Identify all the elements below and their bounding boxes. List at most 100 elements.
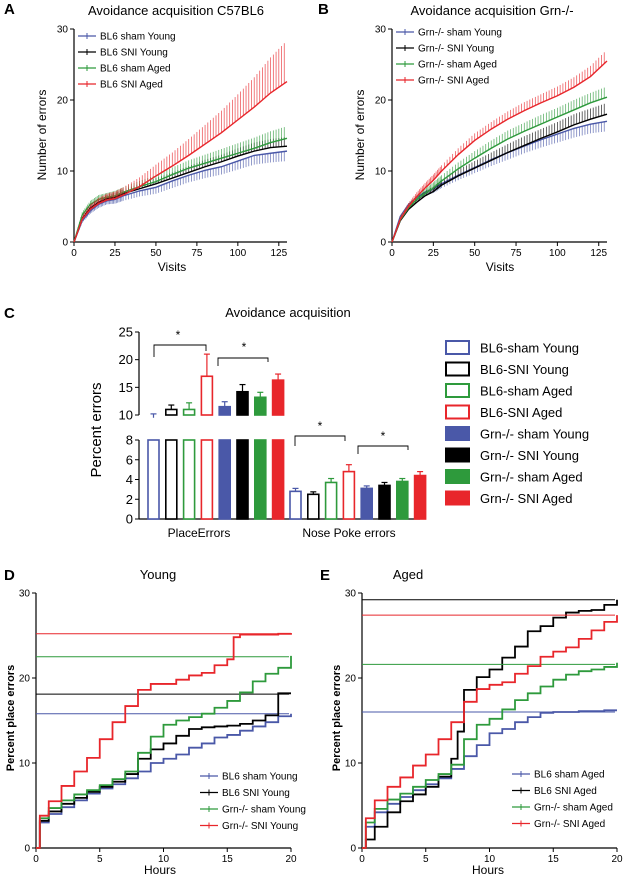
legend-label-bl6-sni-young: BL6-SNI Young: [480, 362, 569, 377]
panel-d-title: Young: [140, 567, 176, 582]
panel-e-xtick-label: 20: [611, 854, 623, 865]
panel-c-ytick-label: 20: [119, 352, 133, 367]
legend-label-bl6-sni-aged: BL6-SNI Aged: [480, 405, 562, 420]
panel-c-bar-bl6-sni-young-1: [306, 493, 320, 520]
legend-label-bl6-sham-young: BL6 sham Young: [222, 772, 298, 783]
panel-c-bar-bl6-sham-aged-1: [324, 481, 338, 520]
legend-swatch-grn-sham-young: [445, 426, 470, 441]
panel-b-xtick-label: 100: [549, 248, 566, 259]
panel-c-title: Avoidance acquisition: [225, 305, 351, 320]
panel-c-bar-grn-sni-young-0-lower: [236, 439, 249, 520]
panel-d-plot: [36, 632, 292, 849]
panel-c-bar-bl6-sham-aged-0-lower: [182, 439, 196, 520]
legend-label-grn-sni-young: Grn-/- SNI Young: [222, 821, 298, 832]
panel-e-letter: E: [320, 567, 330, 584]
panel-c-group-1-label: Nose Poke errors: [302, 526, 395, 540]
panel-e: E Aged Hours Percent place errors 0 5 10 15…: [320, 567, 623, 877]
panel-a-xtick-label: 75: [191, 248, 203, 259]
legend-label-grn-sni-aged: Grn-/- SNI Aged: [480, 491, 572, 506]
panel-c-bar-bl6-sham-young-1: [289, 490, 302, 520]
panel-b-series-grn-sham-aged-line: [391, 96, 608, 243]
panel-e-ytick-label: 10: [345, 759, 357, 770]
panel-b-axes: 0 25 50 75 100 125 0 10 20 30: [375, 25, 608, 260]
panel-d-xtick-label: 5: [97, 854, 103, 865]
panel-a-ytick-label: 0: [62, 238, 68, 249]
panel-c-sig-bracket: [217, 357, 269, 366]
panel-d-series-grn-sham-young-line: [36, 655, 292, 849]
panel-b-letter: B: [318, 1, 329, 18]
panel-d-series-grn-sni-young-line: [36, 632, 292, 849]
panel-d-xtick-label: 15: [222, 854, 234, 865]
panel-c-sig-bracket: [294, 435, 346, 446]
panel-a-letter: A: [4, 1, 15, 18]
panel-a-ylabel: Number of errors: [35, 90, 49, 181]
panel-c-ytick-label: 8: [126, 433, 133, 448]
panel-b-xtick-label: 125: [590, 248, 607, 259]
panel-a-xtick-label: 25: [109, 248, 121, 259]
legend-label-grn-sham-aged: Grn-/- sham Aged: [418, 60, 497, 71]
panel-a-series-bl6-sni-aged-line: [73, 80, 288, 243]
panel-c-bar-grn-sham-aged-0-upper: [254, 396, 267, 416]
legend-label-grn-sni-aged: Grn-/- SNI Aged: [534, 819, 605, 830]
panel-c-ytick-label: 0: [126, 512, 133, 527]
panel-e-xtick-label: 10: [484, 854, 496, 865]
panel-e-plot: [362, 599, 618, 849]
panel-d-xtick-label: 0: [33, 854, 39, 865]
panel-c-bar-bl6-sni-aged-0-upper: [200, 375, 214, 416]
panel-d-ytick-label: 10: [19, 759, 31, 770]
panel-c: C Avoidance acquisition Percent errors P…: [4, 305, 589, 540]
panel-b-xtick-label: 75: [510, 248, 522, 259]
panel-d-axes: 0 5 10 15 20 0 10 20 30: [19, 589, 297, 866]
legend-label-grn-sham-young: Grn-/- sham Young: [418, 28, 502, 39]
legend-label-bl6-sham-young: BL6-sham Young: [480, 341, 579, 356]
panel-a-title: Avoidance acquisition C57BL6: [88, 3, 264, 18]
panel-d-ylabel: Percent place errors: [5, 665, 17, 771]
panel-b-ylabel: Number of errors: [353, 90, 367, 181]
legend-label-bl6-sni-aged: BL6 SNI Aged: [100, 80, 163, 91]
panel-a-xtick-label: 0: [71, 248, 77, 259]
panel-c-ytick-label: 15: [119, 380, 133, 395]
panel-d-letter: D: [4, 567, 15, 584]
panel-a-xlabel: Visits: [158, 260, 186, 274]
panel-a-legend: BL6 sham Young BL6 SNI Young BL6 sham Aged…: [78, 32, 176, 91]
panel-d-legend: BL6 sham Young BL6 SNI Young Grn-/- sham Y…: [200, 772, 306, 832]
legend-label-bl6-sni-young: BL6 SNI Young: [222, 788, 290, 799]
legend-swatch-bl6-sni-aged: [445, 404, 470, 420]
panel-e-series-bl6-sham-aged-line: [362, 709, 617, 849]
panel-c-ytick-label: 6: [126, 452, 133, 467]
panel-e-ytick-label: 0: [350, 844, 356, 855]
panel-c-ytick-label: 2: [126, 492, 133, 507]
panel-c-sig-star: *: [318, 419, 323, 433]
panel-d-ytick-label: 30: [19, 589, 31, 600]
panel-b-title: Avoidance acquisition Grn-/-: [410, 3, 573, 18]
panel-b-series-grn-sni-young-line: [391, 113, 608, 243]
legend-swatch-bl6-sham-young: [445, 340, 470, 355]
legend-label-grn-sham-aged: Grn-/- sham Aged: [480, 470, 583, 485]
legend-swatch-bl6-sham-aged: [445, 383, 470, 398]
panel-e-axes: 0 5 10 15 20 0 10 20 30: [345, 589, 623, 866]
panel-d-ytick-label: 0: [24, 844, 30, 855]
panel-c-ytick-label: 10: [119, 408, 133, 423]
panel-a-series-bl6-sni-young-errorbars: [74, 137, 285, 239]
panel-b-ytick-label: 20: [375, 96, 387, 107]
panel-c-bar-grn-sni-aged-0-lower: [271, 439, 285, 520]
panel-c-bar-grn-sni-young-1: [378, 484, 391, 520]
panel-c-significance: * * * *: [153, 328, 409, 454]
legend-label-grn-sham-aged: Grn-/- sham Aged: [534, 803, 613, 814]
legend-swatch-grn-sni-aged: [445, 490, 470, 506]
panel-d-xtick-label: 10: [158, 854, 170, 865]
panel-c-bar-bl6-sni-aged-0-lower: [200, 439, 214, 520]
panel-c-ytick-label: 25: [119, 325, 133, 340]
panel-d-xlabel: Hours: [144, 863, 176, 877]
panel-a-series-bl6-sham-aged-errorbars: [74, 127, 285, 238]
panel-e-ytick-label: 20: [345, 674, 357, 685]
panel-a-ytick-label: 10: [57, 167, 69, 178]
panel-d-xtick-label: 20: [285, 854, 297, 865]
panel-a-series-bl6-sham-young-line: [73, 150, 288, 243]
legend-swatch-grn-sni-young: [445, 447, 470, 463]
panel-c-bar-grn-sni-aged-0-upper: [271, 379, 285, 416]
panel-c-bar-grn-sham-young-0-upper: [218, 405, 231, 416]
panel-a-ytick-label: 20: [57, 96, 69, 107]
panel-b-ytick-label: 30: [375, 25, 387, 36]
